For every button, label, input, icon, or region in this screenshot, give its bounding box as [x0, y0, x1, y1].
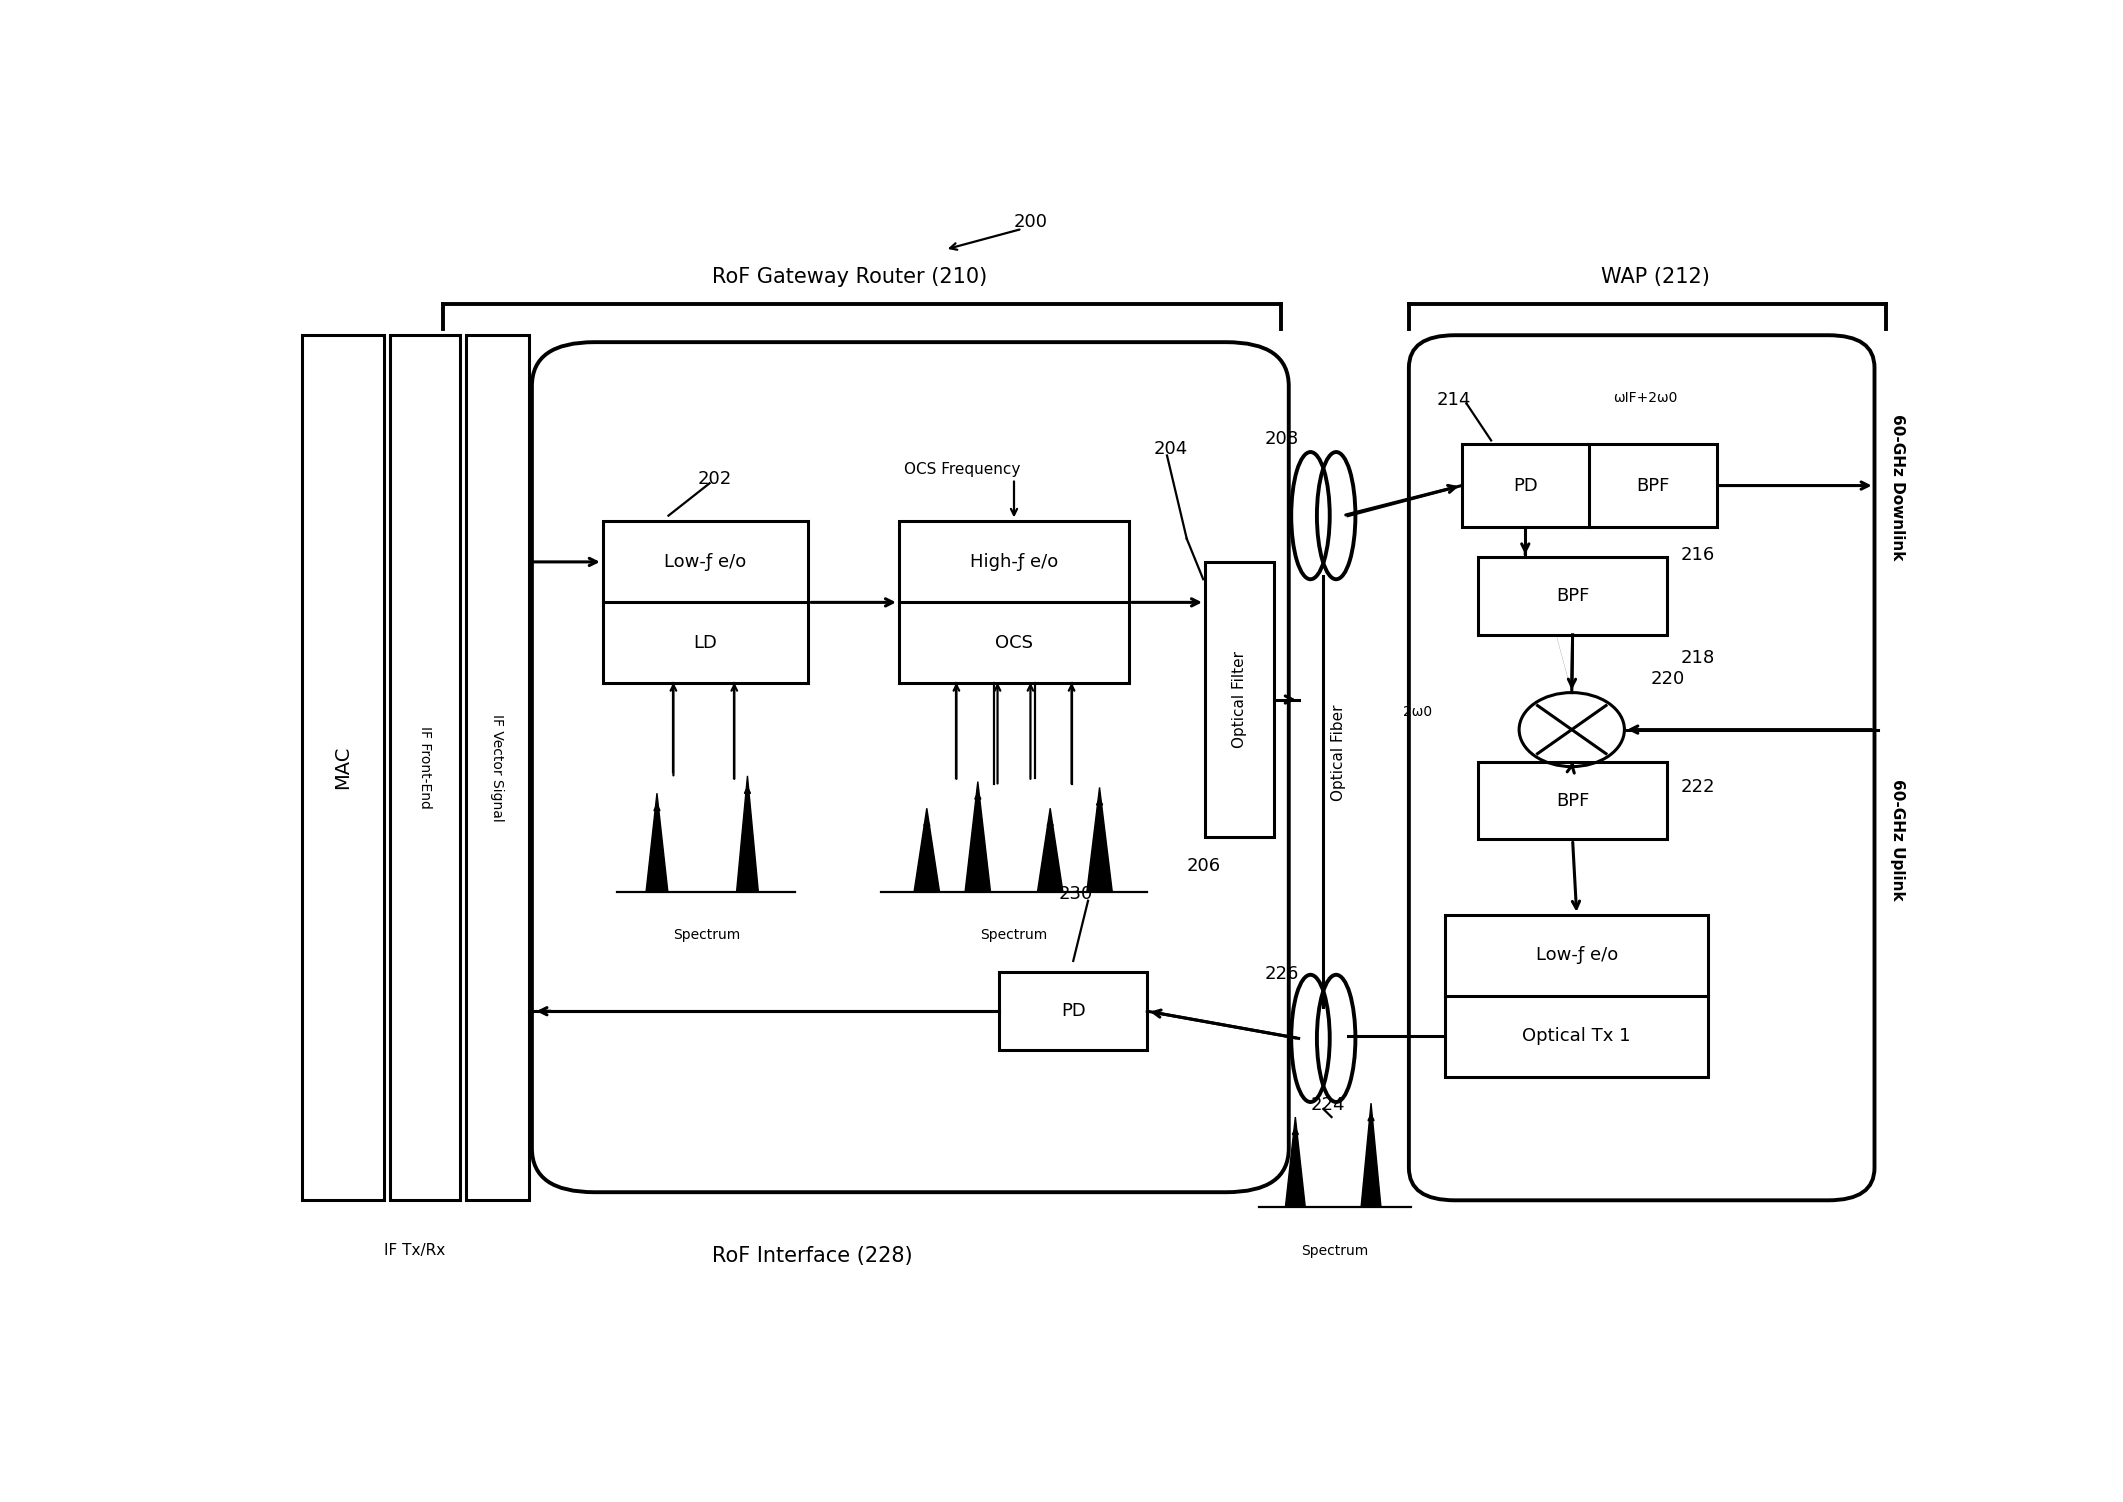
Text: RoF Interface (228): RoF Interface (228): [711, 1245, 913, 1266]
Bar: [1461, 445, 1718, 527]
Bar: [1446, 915, 1709, 1077]
Text: 224: 224: [1310, 1096, 1344, 1114]
Text: 2ω0: 2ω0: [1403, 706, 1431, 719]
Text: IF Tx/Rx: IF Tx/Rx: [384, 1242, 446, 1257]
Bar: [898, 521, 1129, 683]
Text: High-ƒ e/o: High-ƒ e/o: [970, 553, 1057, 571]
Text: Spectrum: Spectrum: [1301, 1244, 1369, 1259]
Bar: [1206, 562, 1274, 837]
Text: PD: PD: [1062, 1002, 1085, 1020]
Bar: [391, 335, 459, 1200]
Text: IF Vector Signal: IF Vector Signal: [490, 713, 505, 822]
Text: PD: PD: [1514, 476, 1537, 494]
Text: MAC: MAC: [333, 746, 352, 790]
Text: IF Front-End: IF Front-End: [418, 727, 431, 810]
Text: 218: 218: [1681, 649, 1715, 667]
Text: Optical Tx 1: Optical Tx 1: [1522, 1027, 1630, 1045]
FancyBboxPatch shape: [1410, 335, 1875, 1200]
Text: BPF: BPF: [1637, 476, 1669, 494]
Text: 208: 208: [1265, 430, 1299, 448]
Text: 206: 206: [1187, 858, 1221, 876]
Text: OCS Frequency: OCS Frequency: [904, 463, 1021, 476]
Polygon shape: [966, 781, 991, 892]
Text: 60-GHz Downlink: 60-GHz Downlink: [1889, 413, 1904, 560]
Polygon shape: [1038, 808, 1064, 892]
Polygon shape: [1284, 1117, 1306, 1208]
Text: OCS: OCS: [996, 634, 1034, 652]
Text: WAP (212): WAP (212): [1601, 267, 1711, 287]
Bar: [1000, 972, 1146, 1050]
Bar: [603, 521, 809, 683]
Text: BPF: BPF: [1556, 792, 1590, 810]
Text: RoF Gateway Router (210): RoF Gateway Router (210): [711, 267, 987, 287]
Text: 60-GHz Uplink: 60-GHz Uplink: [1889, 778, 1904, 900]
Polygon shape: [1087, 787, 1112, 892]
Text: Low-ƒ e/o: Low-ƒ e/o: [1535, 946, 1618, 964]
Text: 230: 230: [1059, 885, 1093, 903]
Text: 226: 226: [1265, 964, 1299, 982]
Text: 200: 200: [1013, 213, 1047, 231]
Text: Optical Fiber: Optical Fiber: [1331, 704, 1346, 801]
Text: ωIF+2ω0: ωIF+2ω0: [1613, 391, 1677, 404]
Bar: [1478, 557, 1667, 635]
Text: BPF: BPF: [1556, 587, 1590, 605]
Text: Optical Filter: Optical Filter: [1231, 650, 1246, 748]
Bar: [467, 335, 529, 1200]
Bar: [301, 335, 384, 1200]
Text: 220: 220: [1652, 670, 1686, 688]
Text: Low-ƒ e/o: Low-ƒ e/o: [664, 553, 747, 571]
Text: 202: 202: [698, 470, 732, 488]
FancyBboxPatch shape: [533, 342, 1289, 1193]
Polygon shape: [915, 808, 940, 892]
Text: 216: 216: [1681, 547, 1715, 565]
Text: 222: 222: [1681, 778, 1715, 796]
Text: 214: 214: [1437, 391, 1471, 409]
Polygon shape: [737, 777, 758, 892]
Polygon shape: [645, 793, 669, 892]
Bar: [1478, 762, 1667, 840]
Text: LD: LD: [694, 634, 718, 652]
Polygon shape: [1361, 1102, 1380, 1208]
Text: 204: 204: [1155, 440, 1189, 458]
Text: Spectrum: Spectrum: [673, 928, 741, 942]
Text: Spectrum: Spectrum: [981, 928, 1047, 942]
